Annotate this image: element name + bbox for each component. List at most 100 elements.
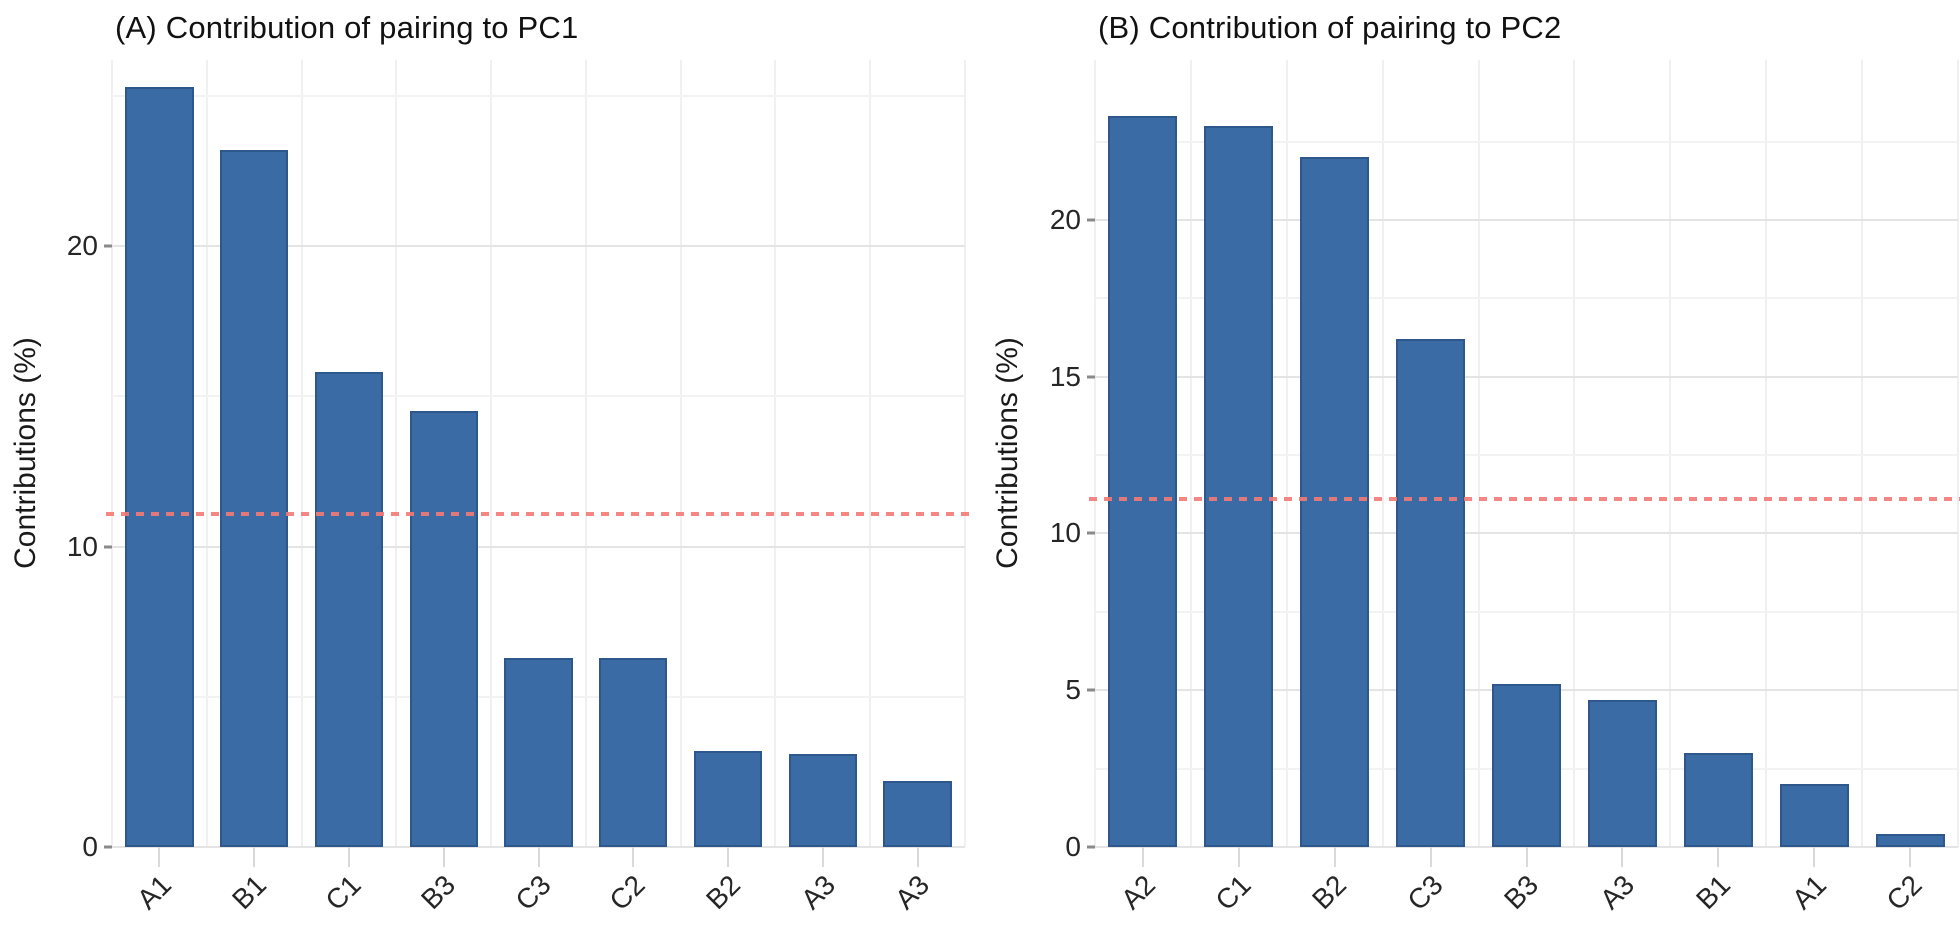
gridline-vertical: [1285, 60, 1288, 847]
bar-A2: [1108, 116, 1178, 847]
panel-pc2: (B) Contribution of pairing to PC2 Contr…: [980, 0, 1960, 930]
y-axis-tick: [104, 244, 112, 248]
gridline-major: [1095, 532, 1958, 535]
reference-line: [106, 511, 975, 516]
bar-C3: [504, 657, 573, 847]
gridline-vertical: [490, 60, 493, 847]
gridline-minor: [1095, 610, 1958, 613]
y-axis-tick: [104, 845, 112, 849]
y-axis-tick-label: 15: [1049, 360, 1081, 392]
gridline-minor: [1095, 297, 1958, 300]
y-axis-tick-label: 20: [66, 230, 98, 262]
x-axis-tick: [347, 847, 350, 867]
gridline-minor: [112, 95, 965, 98]
y-axis-tick-label: 0: [1065, 831, 1081, 862]
x-axis-tick: [253, 847, 256, 867]
x-axis-label-B1: B1: [1690, 869, 1737, 916]
gridline-vertical: [1094, 60, 1096, 847]
gridline-vertical: [869, 60, 872, 847]
x-axis-label-B1: B1: [225, 869, 273, 916]
x-axis-label-C1: C1: [319, 869, 367, 917]
x-axis-tick: [821, 847, 824, 867]
bar-A3: [1587, 699, 1657, 847]
x-axis-tick: [1429, 847, 1432, 867]
x-axis-label-C3: C3: [509, 869, 557, 917]
bar-B1: [1683, 752, 1753, 847]
gridline-vertical: [1669, 60, 1672, 847]
x-axis-tick: [1717, 847, 1720, 867]
panel-pc1-y-axis-title: Contributions (%): [9, 337, 42, 569]
gridline-minor: [1095, 140, 1958, 143]
bar-A3: [788, 753, 857, 847]
bar-B3: [409, 411, 478, 847]
gridline-vertical: [1765, 60, 1768, 847]
gridline-vertical: [111, 60, 113, 847]
gridline-major: [1095, 375, 1958, 378]
x-axis-tick: [1237, 847, 1240, 867]
gridline-vertical: [1573, 60, 1576, 847]
bar-B2: [693, 750, 763, 847]
x-axis-tick: [1813, 847, 1816, 867]
x-axis-label-B2: B2: [699, 869, 746, 916]
bar-A1: [1779, 784, 1849, 847]
bar-C1: [314, 372, 384, 847]
x-axis-label-A3: A3: [1594, 869, 1641, 916]
y-axis-tick: [1087, 688, 1095, 692]
gridline-vertical: [1189, 60, 1192, 847]
x-axis-label-A1: A1: [131, 869, 178, 916]
x-axis-tick: [916, 847, 919, 867]
y-axis-tick-label: 0: [82, 831, 98, 862]
bar-B2: [1300, 157, 1370, 847]
x-axis-label-B2: B2: [1306, 869, 1353, 916]
y-axis-tick-label: 10: [1049, 517, 1081, 549]
bar-B1: [220, 150, 289, 847]
x-axis-tick: [537, 847, 540, 867]
gridline-vertical: [964, 60, 966, 847]
x-axis-label-C3: C3: [1401, 869, 1449, 917]
x-axis-label-A3: A3: [794, 869, 841, 916]
x-axis-tick: [1525, 847, 1528, 867]
gridline-vertical: [300, 60, 303, 847]
y-axis-tick-label: 10: [66, 530, 98, 562]
bar-A1: [125, 87, 194, 847]
x-axis-tick: [632, 847, 635, 867]
panel-pc1-plot-area: 0 10 20 A1 B1 C1 B3 C3 C2 B2 A3 A3: [67, 60, 975, 916]
x-axis-label-B3: B3: [1498, 869, 1545, 916]
x-axis-label-A3: A3: [889, 869, 936, 916]
panel-pc1: (A) Contribution of pairing to PC1 Contr…: [9, 10, 975, 916]
gridline-vertical: [774, 60, 777, 847]
gridline-major: [1095, 218, 1958, 221]
y-axis-tick: [1087, 218, 1095, 222]
gridline-vertical: [1477, 60, 1480, 847]
panel-pc2-plot-area: 0 5 10 15 20 A2 C1 B2 C3 B3 A3 B1 A1 C2: [1050, 60, 1960, 916]
gridline-vertical: [679, 60, 682, 847]
bar-A3: [883, 780, 952, 847]
x-axis-tick: [1333, 847, 1336, 867]
panel-pc2-y-axis-title: Contributions (%): [991, 337, 1024, 569]
gridline-vertical: [205, 60, 208, 847]
gridline-minor: [1095, 454, 1958, 457]
y-axis-tick-label: 5: [1065, 674, 1081, 706]
x-axis-tick: [727, 847, 730, 867]
gridline-vertical: [1381, 60, 1384, 847]
reference-line: [1089, 496, 1960, 501]
x-axis-tick: [442, 847, 445, 867]
gridline-vertical: [1861, 60, 1864, 847]
bar-C1: [1204, 125, 1274, 847]
x-axis-label-C2: C2: [603, 869, 652, 917]
x-axis-label-C2: C2: [1880, 869, 1928, 917]
gridline-minor: [112, 395, 965, 398]
gridline-major: [112, 245, 965, 248]
y-axis-tick: [1087, 531, 1095, 535]
gridline-major: [112, 545, 965, 548]
panel-pc2-title: (B) Contribution of pairing to PC2: [1098, 10, 1562, 45]
x-axis-label-C1: C1: [1209, 869, 1257, 917]
x-axis-tick: [158, 847, 161, 867]
x-axis-tick: [1909, 847, 1912, 867]
x-axis-label-A2: A2: [1114, 869, 1161, 916]
x-axis-label-A1: A1: [1785, 869, 1833, 916]
panel-pc1-title: (A) Contribution of pairing to PC1: [115, 10, 579, 45]
y-axis-tick: [1087, 375, 1095, 379]
bar-C2: [599, 657, 668, 847]
